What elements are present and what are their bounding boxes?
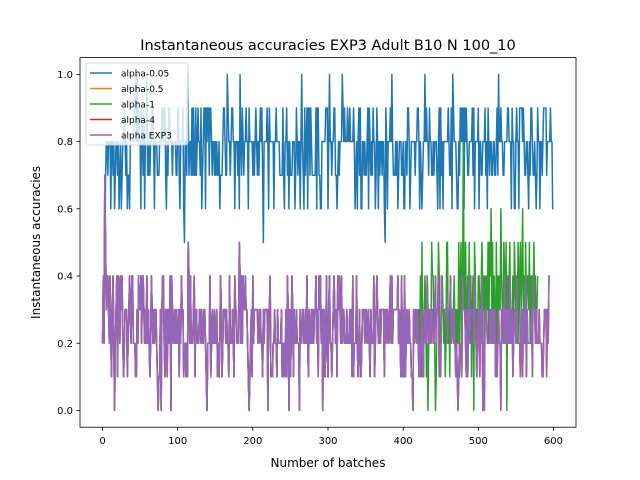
legend: alpha-0.05 alpha-0.5 alpha-1 alpha-4 alpha E…	[85, 62, 189, 146]
x-tick-label: 300	[318, 436, 337, 447]
y-axis-label: Instantaneous accuracies	[29, 166, 43, 319]
y-tick-label: 0.4	[57, 272, 73, 283]
x-tick-label: 100	[168, 436, 187, 447]
y-tick-label: 0.6	[57, 204, 73, 215]
legend-box	[85, 62, 189, 146]
chart-title: Instantaneous accuracies EXP3 Adult B10 …	[140, 38, 516, 54]
y-tick-label: 1.0	[57, 70, 73, 81]
x-axis: 0 100 200 300 400 500 600	[99, 427, 563, 447]
legend-label: alpha-4	[121, 116, 155, 126]
x-axis-label: Number of batches	[271, 456, 386, 470]
y-tick-label: 0.2	[57, 339, 73, 350]
y-tick-label: 0.0	[57, 406, 73, 417]
series-line-4	[101, 174, 550, 412]
legend-label: alpha EXP3	[121, 131, 172, 141]
x-tick-label: 500	[469, 436, 488, 447]
x-tick-label: 400	[394, 436, 413, 447]
y-tick-label: 0.8	[57, 137, 73, 148]
legend-label: alpha-0.5	[121, 85, 164, 95]
legend-label: alpha-0.05	[121, 69, 169, 79]
legend-label: alpha-1	[121, 100, 155, 110]
x-tick-label: 0	[99, 436, 105, 447]
x-tick-label: 200	[243, 436, 262, 447]
x-tick-label: 600	[544, 436, 563, 447]
y-axis: 0.0 0.2 0.4 0.6 0.8 1.0	[57, 70, 80, 417]
